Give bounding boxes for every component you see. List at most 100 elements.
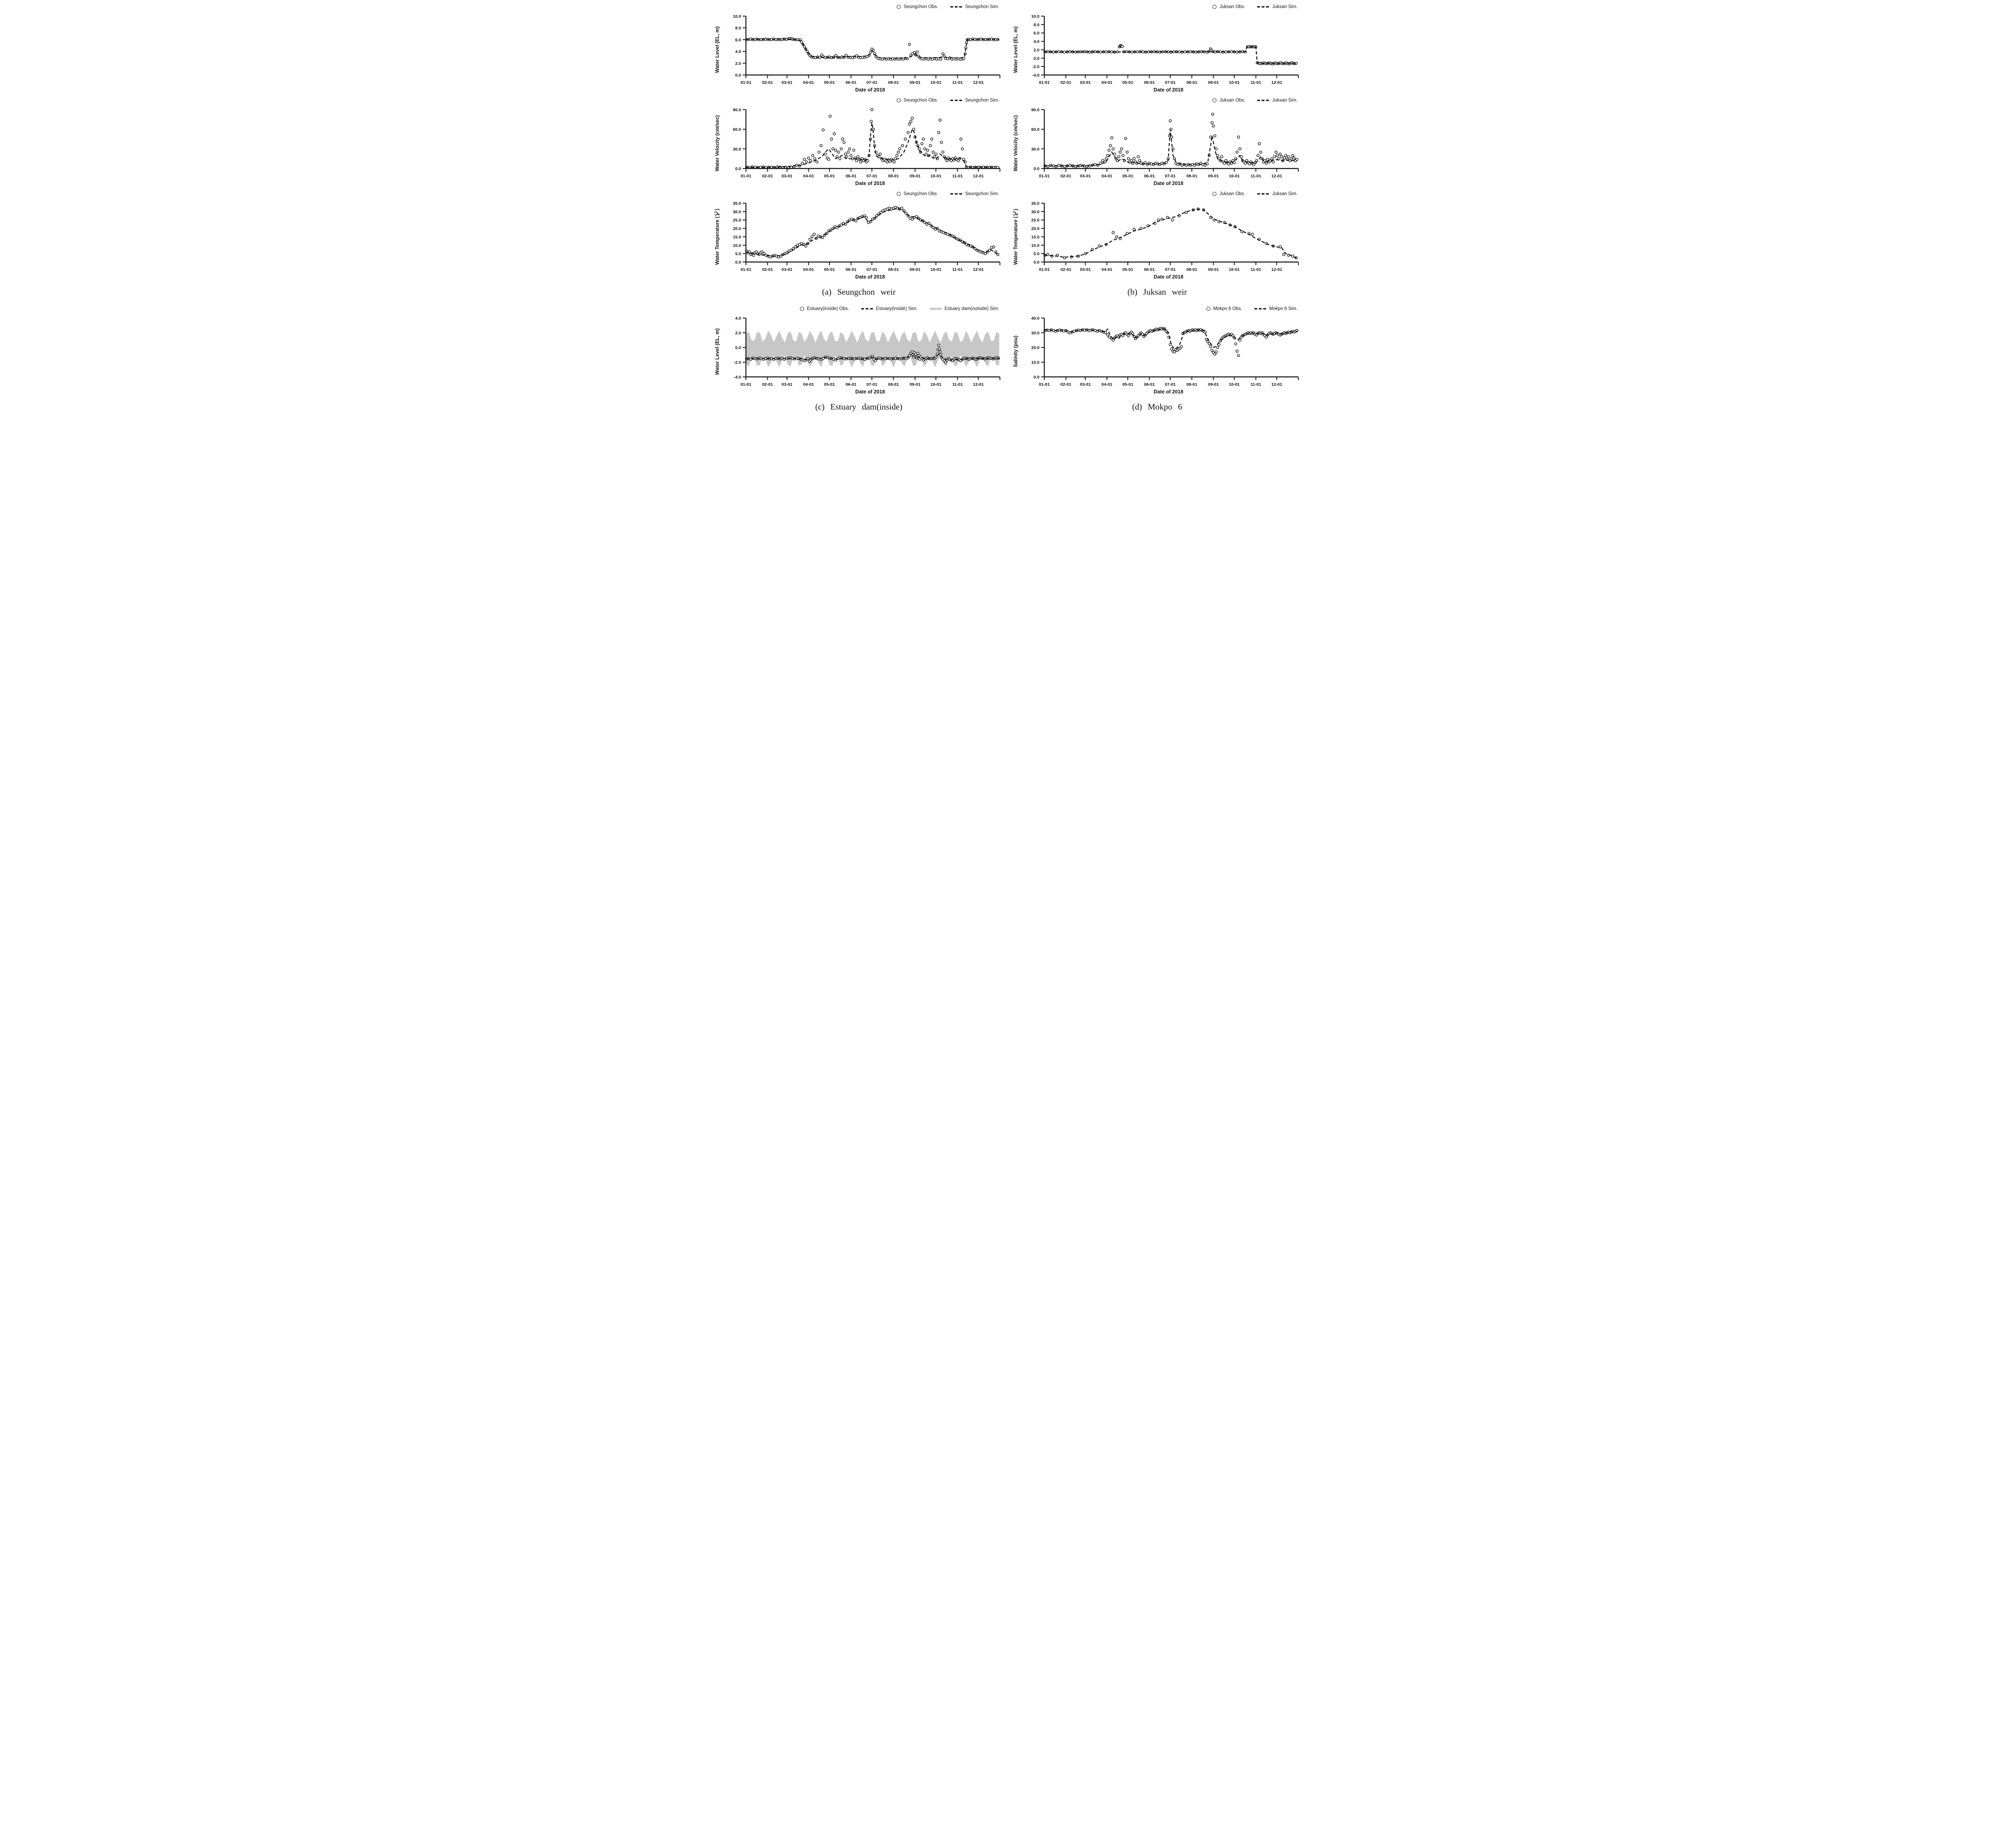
panel-juksan-water-temperature: Juksan Obs. Juksan Sim. Water Temperature…	[1011, 189, 1303, 281]
svg-text:90.0: 90.0	[1031, 108, 1040, 112]
obs-circle-marker	[1212, 192, 1217, 196]
mokpo-6-salinity-chart: 0.0 10.0 20.0 30.0 40.0 01-01 02-01 03-01 04-01 0…	[1031, 316, 1299, 387]
svg-text:10-01: 10-01	[931, 382, 941, 387]
svg-text:02-01: 02-01	[1060, 382, 1071, 387]
svg-text:08-01: 08-01	[1186, 382, 1197, 387]
svg-text:08-01: 08-01	[888, 174, 899, 179]
svg-text:04-01: 04-01	[1102, 267, 1112, 272]
svg-text:5.0: 5.0	[1033, 252, 1039, 256]
svg-text:30.0: 30.0	[1031, 331, 1040, 336]
svg-text:11-01: 11-01	[1251, 80, 1261, 85]
legend-item: Estuary dam(outside) Sim.	[929, 306, 999, 311]
seungchon-water-temperature-chart: 0.0 5.0 10.0 15.0 20.0 25.0 30.0 35.0 01-01 02-01…	[733, 201, 1000, 272]
svg-text:06-01: 06-01	[1144, 174, 1155, 179]
captions-ab: (a) Seungchon weir (b) Juksan weir	[713, 282, 1303, 304]
svg-text:05-01: 05-01	[1123, 382, 1133, 387]
sim-dash-marker	[1257, 193, 1270, 195]
series-Seungchon Sim.	[746, 123, 996, 168]
legend-label: Estuary(inside) Sim.	[876, 306, 918, 311]
y-axis-title: Water Level (EL, m)	[1013, 26, 1018, 73]
svg-text:25.0: 25.0	[733, 218, 741, 223]
legend-label: Seungchon Obs.	[903, 4, 938, 9]
legend-seungchon-water-level: Seungchon Obs. Seungchon Sim.	[713, 2, 1005, 12]
svg-text:04-01: 04-01	[803, 80, 814, 85]
svg-text:06-01: 06-01	[1144, 80, 1155, 85]
x-axis-title: Date of 2018	[855, 181, 885, 186]
svg-text:60.0: 60.0	[1031, 127, 1040, 132]
legend-item: Seungchon Sim.	[950, 191, 999, 196]
svg-text:20.0: 20.0	[1031, 227, 1040, 231]
obs-circle-marker	[896, 98, 901, 102]
sim-dash-marker	[1257, 100, 1270, 101]
svg-text:01-01: 01-01	[1039, 382, 1050, 387]
legend-item: Estuary(inside) Obs.	[800, 306, 849, 311]
x-axis-title: Date of 2018	[855, 274, 885, 280]
svg-text:0.0: 0.0	[735, 345, 741, 350]
svg-text:30.0: 30.0	[733, 210, 741, 214]
svg-text:12-01: 12-01	[973, 382, 984, 387]
svg-text:08-01: 08-01	[888, 80, 899, 85]
obs-circle-marker	[1212, 5, 1217, 9]
legend-label: Mokpo 6 Sim.	[1269, 306, 1297, 311]
svg-text:04-01: 04-01	[1102, 174, 1112, 179]
svg-text:10-01: 10-01	[931, 267, 941, 272]
row-water-level: Seungchon Obs. Seungchon Sim. Water Level…	[713, 2, 1303, 95]
legend-label: Estuary(inside) Obs.	[807, 306, 849, 311]
legend-item: Juksan Sim.	[1257, 4, 1297, 9]
svg-text:07-01: 07-01	[1165, 267, 1176, 272]
svg-text:09-01: 09-01	[1208, 174, 1219, 179]
svg-text:-2.0: -2.0	[734, 360, 741, 365]
svg-text:10-01: 10-01	[1229, 382, 1240, 387]
svg-text:01-01: 01-01	[741, 382, 752, 387]
svg-text:30.0: 30.0	[1031, 147, 1040, 152]
svg-text:07-01: 07-01	[1165, 382, 1176, 387]
sim-dash-marker	[1257, 6, 1270, 8]
svg-text:02-01: 02-01	[762, 80, 773, 85]
juksan-water-level-chart: -4.0 -2.0 0.0 2.0 4.0 6.0 8.0 10.0 01-01 02-01 03-…	[1031, 14, 1299, 85]
y-axis-title: Water Level (EL, m)	[714, 328, 720, 375]
series-Seungchon Sim.	[746, 208, 1000, 257]
y-axis-title: Water Velocity (cm/sec)	[1013, 115, 1018, 171]
legend-item: Seungchon Sim.	[950, 98, 999, 103]
svg-text:02-01: 02-01	[1060, 174, 1071, 179]
svg-text:6.0: 6.0	[1033, 31, 1039, 36]
svg-text:10.0: 10.0	[733, 14, 741, 19]
svg-text:09-01: 09-01	[910, 80, 921, 85]
svg-text:10.0: 10.0	[733, 243, 741, 248]
legend-mokpo-6-salinity: Mokpo 6 Obs. Mokpo 6 Sim.	[1011, 304, 1303, 314]
svg-text:04-01: 04-01	[1102, 382, 1112, 387]
panel-juksan-water-velocity: Juksan Obs. Juksan Sim. Water Velocity (c…	[1011, 95, 1303, 188]
svg-text:01-01: 01-01	[741, 174, 752, 179]
obs-circle-marker	[896, 5, 901, 9]
caption-d: (d) Mokpo 6	[1132, 402, 1183, 412]
svg-text:09-01: 09-01	[1208, 80, 1219, 85]
panel-seungchon-water-temperature: Seungchon Obs. Seungchon Sim. Water Tempe…	[713, 189, 1005, 281]
y-axis-title: Water Level (EL, m)	[714, 26, 720, 73]
svg-text:35.0: 35.0	[1031, 201, 1040, 206]
obs-circle-marker	[1206, 307, 1211, 311]
svg-text:05-01: 05-01	[1123, 80, 1133, 85]
legend-item: Juksan Obs.	[1212, 98, 1245, 103]
y-axis-title: Water Velocity (cm/sec)	[714, 115, 720, 171]
svg-text:12-01: 12-01	[973, 174, 984, 179]
x-axis-title: Date of 2018	[855, 87, 885, 93]
svg-text:05-01: 05-01	[824, 267, 835, 272]
svg-text:09-01: 09-01	[1208, 382, 1219, 387]
svg-text:2.0: 2.0	[735, 61, 741, 66]
svg-text:06-01: 06-01	[846, 80, 856, 85]
svg-text:09-01: 09-01	[1208, 267, 1219, 272]
legend-label: Seungchon Sim.	[965, 98, 999, 103]
svg-text:01-01: 01-01	[1039, 267, 1050, 272]
svg-text:-4.0: -4.0	[1032, 73, 1039, 78]
svg-text:-2.0: -2.0	[1032, 64, 1039, 69]
svg-text:0.0: 0.0	[1033, 260, 1039, 265]
legend-juksan-water-velocity: Juksan Obs. Juksan Sim.	[1011, 95, 1303, 106]
legend-item: Seungchon Obs.	[896, 191, 938, 196]
svg-text:06-01: 06-01	[1144, 382, 1155, 387]
obs-circle-marker	[896, 192, 901, 196]
juksan-water-velocity-chart: 0.0 30.0 60.0 90.0 01-01 02-01 03-01 04-01 05-01…	[1031, 108, 1299, 179]
legend-item: Juksan Sim.	[1257, 98, 1297, 103]
svg-text:04-01: 04-01	[803, 174, 814, 179]
svg-text:03-01: 03-01	[1080, 382, 1091, 387]
svg-text:20.0: 20.0	[1031, 345, 1040, 350]
